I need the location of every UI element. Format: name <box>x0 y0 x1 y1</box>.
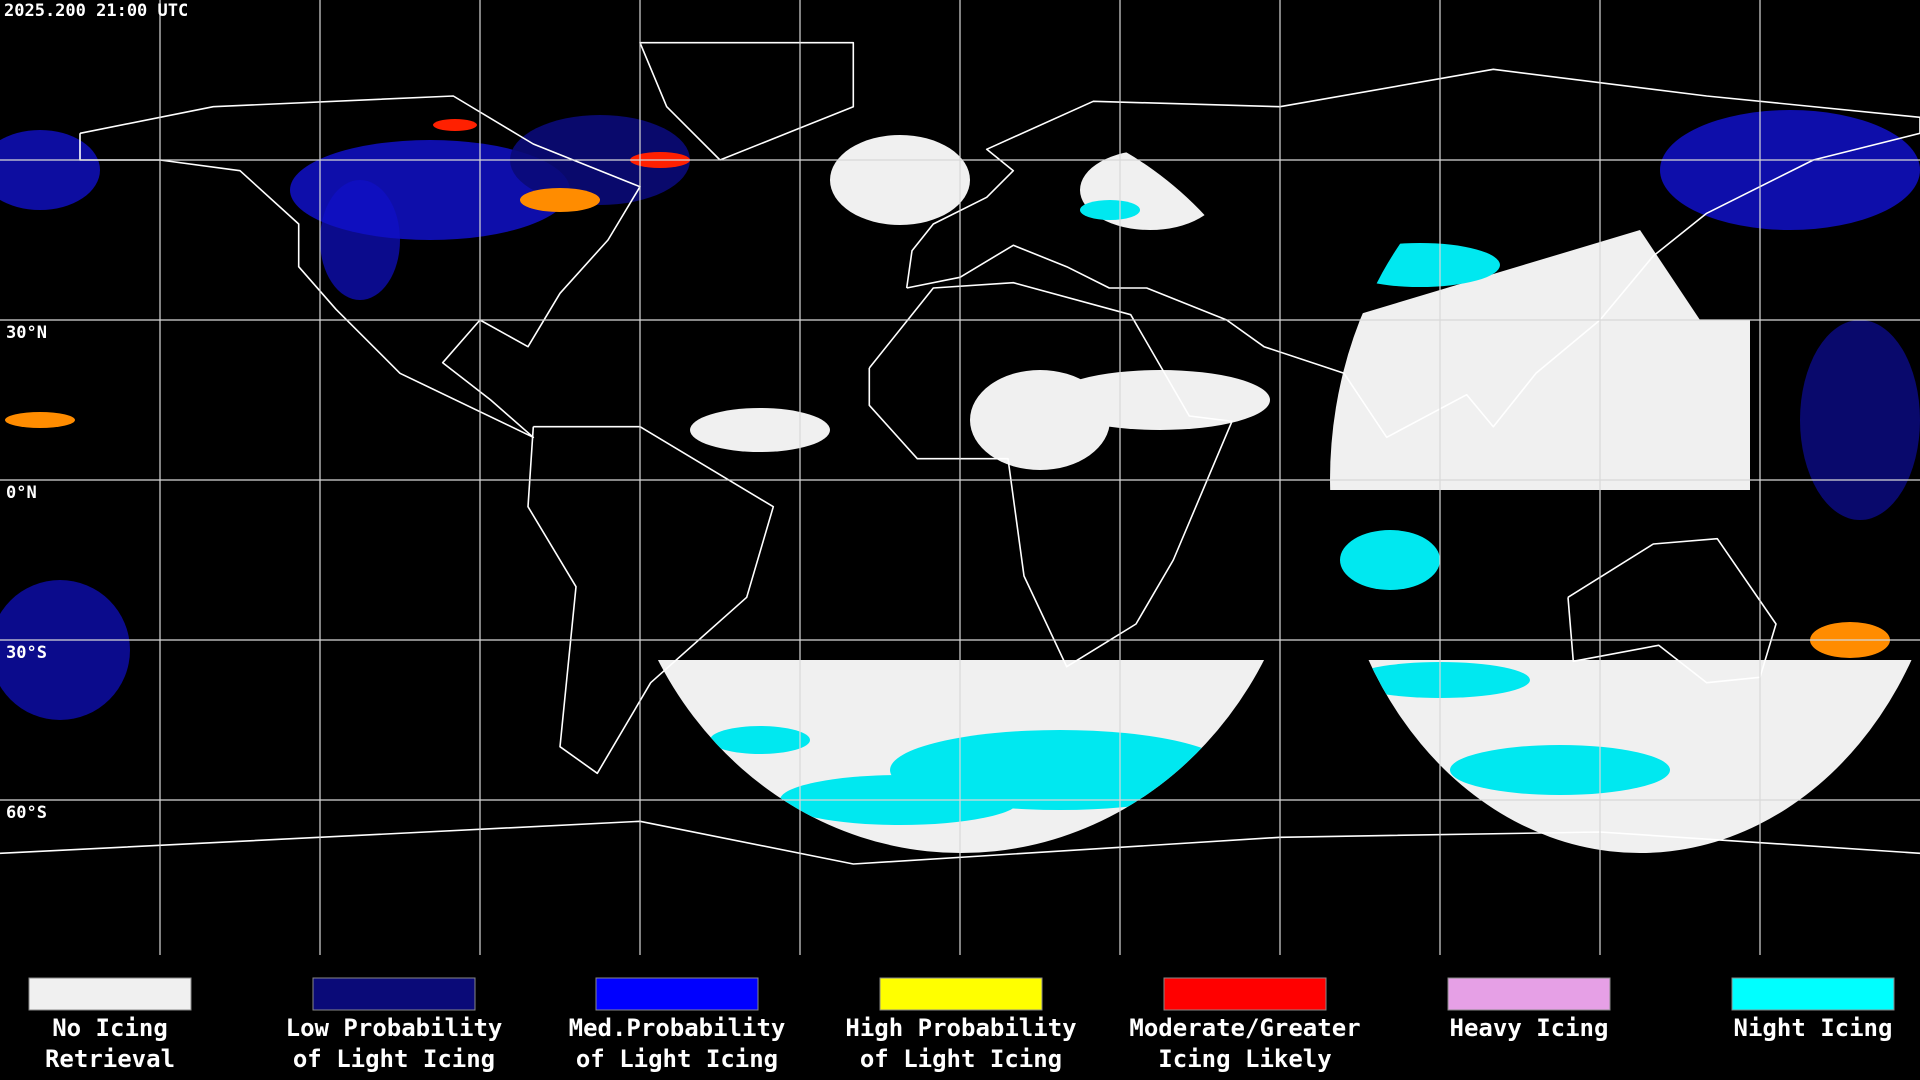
legend-item: Med.Probability of Light Icing <box>569 977 786 1073</box>
icing-patches <box>0 110 1920 720</box>
moderate-patch <box>433 119 477 131</box>
coastline <box>527 425 775 775</box>
graticule <box>0 0 1920 955</box>
legend: No Icing Retrieval Low Probability of Light… <box>28 977 1895 1073</box>
cloud-field <box>1340 230 1700 320</box>
high-probability-patch <box>520 188 600 212</box>
coastline <box>0 820 1920 865</box>
med-probability-patch <box>1660 110 1920 230</box>
high-probability-patch <box>5 412 75 428</box>
lat-label: 30°N <box>6 323 47 343</box>
legend-swatch <box>28 977 192 1011</box>
legend-label: Low Probability <box>286 1014 503 1042</box>
night-icing <box>1080 200 1140 220</box>
lat-label: 30°S <box>6 643 47 663</box>
legend-item: High Probability of Light Icing <box>845 977 1077 1073</box>
legend-label: No Icing <box>52 1014 168 1042</box>
coastlines <box>0 41 1920 865</box>
cloud-field <box>1330 320 1750 490</box>
satellite-disk <box>615 135 1307 853</box>
legend-swatch <box>312 977 476 1011</box>
legend-label: Moderate/Greater <box>1129 1014 1360 1042</box>
low-probability-patch <box>1800 320 1920 520</box>
legend-label: Icing Likely <box>1158 1045 1331 1073</box>
med-probability-patch <box>0 580 130 720</box>
cloud-field <box>690 408 830 452</box>
med-probability-patch <box>320 180 400 300</box>
legend-swatch <box>879 977 1043 1011</box>
legend-label: High Probability <box>845 1014 1076 1042</box>
latitude-labels: 30°N 0°N 30°S 60°S <box>6 323 47 823</box>
satellite-disk <box>1330 230 1920 853</box>
legend-item: Low Probability of Light Icing <box>286 977 503 1073</box>
cloud-field <box>1050 370 1270 430</box>
legend-label: Night Icing <box>1734 1014 1893 1042</box>
legend-item: Moderate/Greater Icing Likely <box>1129 977 1361 1073</box>
legend-label: of Light Icing <box>293 1045 495 1073</box>
coastline <box>639 41 855 161</box>
med-probability-patch <box>0 130 100 210</box>
lat-label: 0°N <box>6 483 37 503</box>
timestamp: 2025.200 21:00 UTC <box>4 1 188 21</box>
legend-label: of Light Icing <box>576 1045 778 1073</box>
legend-label: Heavy Icing <box>1450 1014 1609 1042</box>
legend-swatch <box>595 977 759 1011</box>
coastline <box>868 281 1233 668</box>
cloud-field <box>830 135 970 225</box>
legend-swatch <box>1731 977 1895 1011</box>
legend-label: of Light Icing <box>860 1045 1062 1073</box>
legend-swatch <box>1447 977 1611 1011</box>
night-icing <box>1450 745 1670 795</box>
legend-item: Night Icing <box>1731 977 1895 1042</box>
lat-label: 60°S <box>6 803 47 823</box>
night-icing <box>710 726 810 754</box>
night-icing <box>1340 530 1440 590</box>
coastline <box>79 95 641 439</box>
legend-item: Heavy Icing <box>1447 977 1611 1042</box>
map-area <box>0 0 1920 955</box>
coastline <box>905 68 1920 439</box>
legend-item: No Icing Retrieval <box>28 977 192 1073</box>
legend-label: Med.Probability <box>569 1014 786 1042</box>
legend-label: Retrieval <box>45 1045 175 1073</box>
legend-swatch <box>1163 977 1327 1011</box>
